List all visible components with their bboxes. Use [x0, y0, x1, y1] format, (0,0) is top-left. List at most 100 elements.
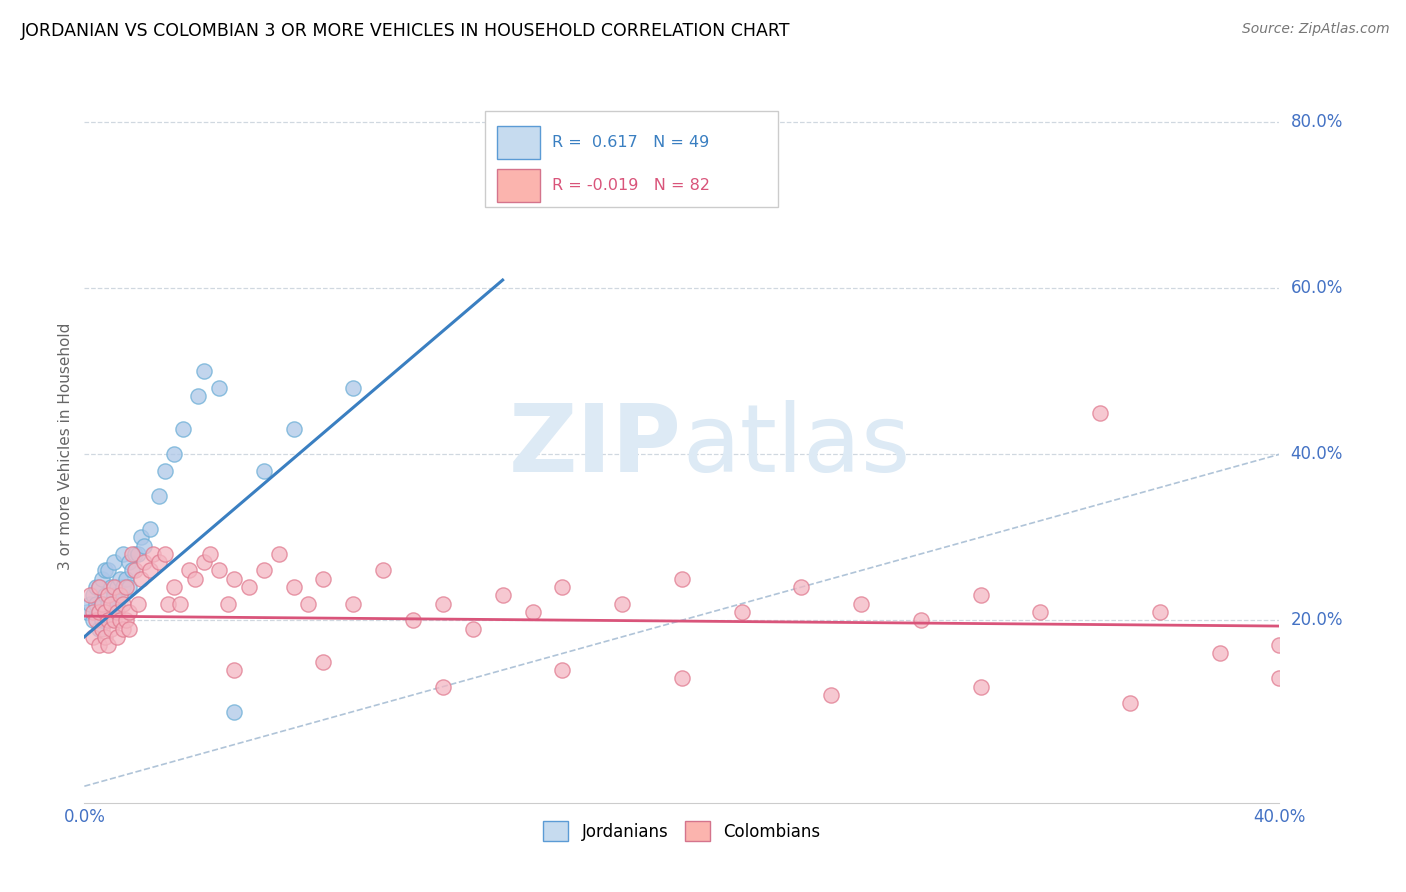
- Point: [100, 580, 122, 594]
- Text: R =  0.617   N = 49: R = 0.617 N = 49: [551, 135, 709, 150]
- Point: [492, 588, 515, 602]
- Point: [129, 572, 152, 586]
- Point: [172, 422, 194, 436]
- Point: [89, 605, 111, 619]
- Point: [283, 580, 305, 594]
- Point: [1268, 638, 1291, 652]
- Point: [127, 547, 149, 561]
- Point: [100, 597, 122, 611]
- Point: [731, 605, 754, 619]
- Point: [82, 630, 104, 644]
- Point: [177, 564, 200, 578]
- Point: [312, 655, 335, 669]
- Point: [184, 572, 207, 586]
- Point: [217, 597, 239, 611]
- Point: [312, 572, 335, 586]
- Point: [1119, 696, 1142, 710]
- Point: [208, 564, 231, 578]
- Point: [94, 605, 117, 619]
- Point: [103, 580, 125, 594]
- Point: [82, 605, 104, 619]
- Point: [100, 597, 122, 611]
- Point: [142, 547, 165, 561]
- Point: [115, 613, 138, 627]
- Point: [103, 588, 125, 602]
- Point: [910, 613, 932, 627]
- Point: [82, 588, 104, 602]
- Point: [132, 555, 156, 569]
- Point: [118, 605, 141, 619]
- FancyBboxPatch shape: [496, 126, 540, 159]
- Text: Source: ZipAtlas.com: Source: ZipAtlas.com: [1241, 22, 1389, 37]
- Point: [551, 663, 574, 677]
- Point: [163, 580, 186, 594]
- Point: [94, 605, 117, 619]
- Point: [851, 597, 873, 611]
- Point: [97, 597, 120, 611]
- Point: [551, 580, 574, 594]
- Point: [124, 547, 146, 561]
- Point: [86, 597, 108, 611]
- Point: [76, 605, 98, 619]
- Point: [163, 447, 186, 461]
- Point: [193, 364, 215, 378]
- Point: [118, 622, 141, 636]
- Point: [461, 622, 484, 636]
- Point: [522, 605, 544, 619]
- Point: [100, 622, 122, 636]
- Point: [127, 597, 149, 611]
- Point: [89, 605, 111, 619]
- Point: [82, 613, 104, 627]
- Point: [139, 522, 162, 536]
- Point: [612, 597, 634, 611]
- Point: [91, 613, 114, 627]
- Point: [103, 555, 125, 569]
- Point: [402, 613, 425, 627]
- Point: [94, 564, 117, 578]
- Point: [671, 572, 693, 586]
- Point: [110, 588, 132, 602]
- Point: [148, 555, 170, 569]
- Point: [153, 547, 176, 561]
- Point: [132, 539, 156, 553]
- Point: [283, 422, 305, 436]
- Point: [91, 622, 114, 636]
- Point: [97, 613, 120, 627]
- Point: [267, 547, 290, 561]
- Point: [110, 613, 132, 627]
- Point: [112, 597, 135, 611]
- Point: [157, 597, 180, 611]
- Point: [79, 588, 101, 602]
- Point: [89, 638, 111, 652]
- Point: [970, 588, 993, 602]
- Point: [115, 580, 138, 594]
- Point: [1209, 647, 1232, 661]
- Point: [89, 580, 111, 594]
- Text: JORDANIAN VS COLOMBIAN 3 OR MORE VEHICLES IN HOUSEHOLD CORRELATION CHART: JORDANIAN VS COLOMBIAN 3 OR MORE VEHICLE…: [21, 22, 790, 40]
- Text: atlas: atlas: [682, 400, 910, 492]
- Point: [97, 588, 120, 602]
- Point: [97, 638, 120, 652]
- Point: [129, 530, 152, 544]
- Point: [432, 597, 454, 611]
- Point: [198, 547, 221, 561]
- Point: [790, 580, 813, 594]
- Point: [253, 464, 276, 478]
- Point: [97, 613, 120, 627]
- Text: 20.0%: 20.0%: [1291, 611, 1343, 629]
- Point: [94, 588, 117, 602]
- Point: [91, 597, 114, 611]
- Point: [238, 580, 260, 594]
- Point: [105, 630, 128, 644]
- Point: [105, 597, 128, 611]
- Point: [121, 547, 143, 561]
- Point: [86, 580, 108, 594]
- Point: [1090, 406, 1112, 420]
- Point: [208, 381, 231, 395]
- Point: [110, 588, 132, 602]
- Point: [105, 580, 128, 594]
- Point: [671, 671, 693, 685]
- Point: [121, 564, 143, 578]
- Point: [103, 605, 125, 619]
- Point: [1268, 671, 1291, 685]
